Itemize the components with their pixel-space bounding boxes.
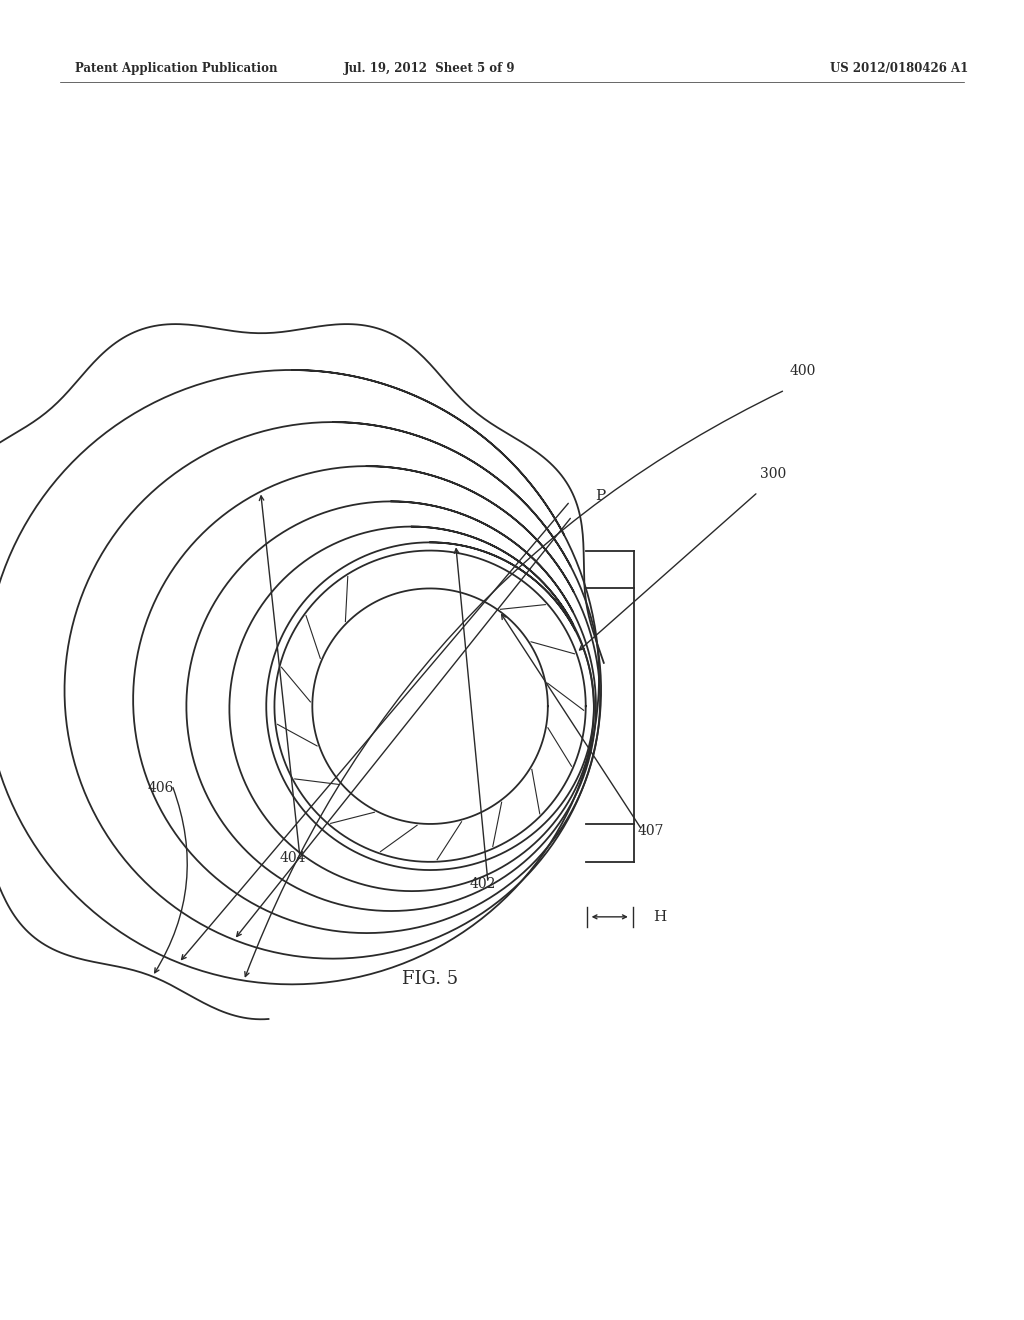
Text: H: H [652, 909, 666, 924]
Text: Jul. 19, 2012  Sheet 5 of 9: Jul. 19, 2012 Sheet 5 of 9 [344, 62, 516, 75]
Text: 402: 402 [470, 876, 497, 891]
Text: 404: 404 [280, 851, 306, 865]
Text: 406: 406 [148, 781, 174, 795]
Text: FIG. 5: FIG. 5 [402, 970, 458, 987]
Text: P: P [595, 490, 605, 503]
Text: Patent Application Publication: Patent Application Publication [75, 62, 278, 75]
Text: 407: 407 [638, 824, 665, 838]
Text: 400: 400 [790, 364, 816, 378]
Text: US 2012/0180426 A1: US 2012/0180426 A1 [830, 62, 969, 75]
Text: 300: 300 [760, 467, 786, 480]
